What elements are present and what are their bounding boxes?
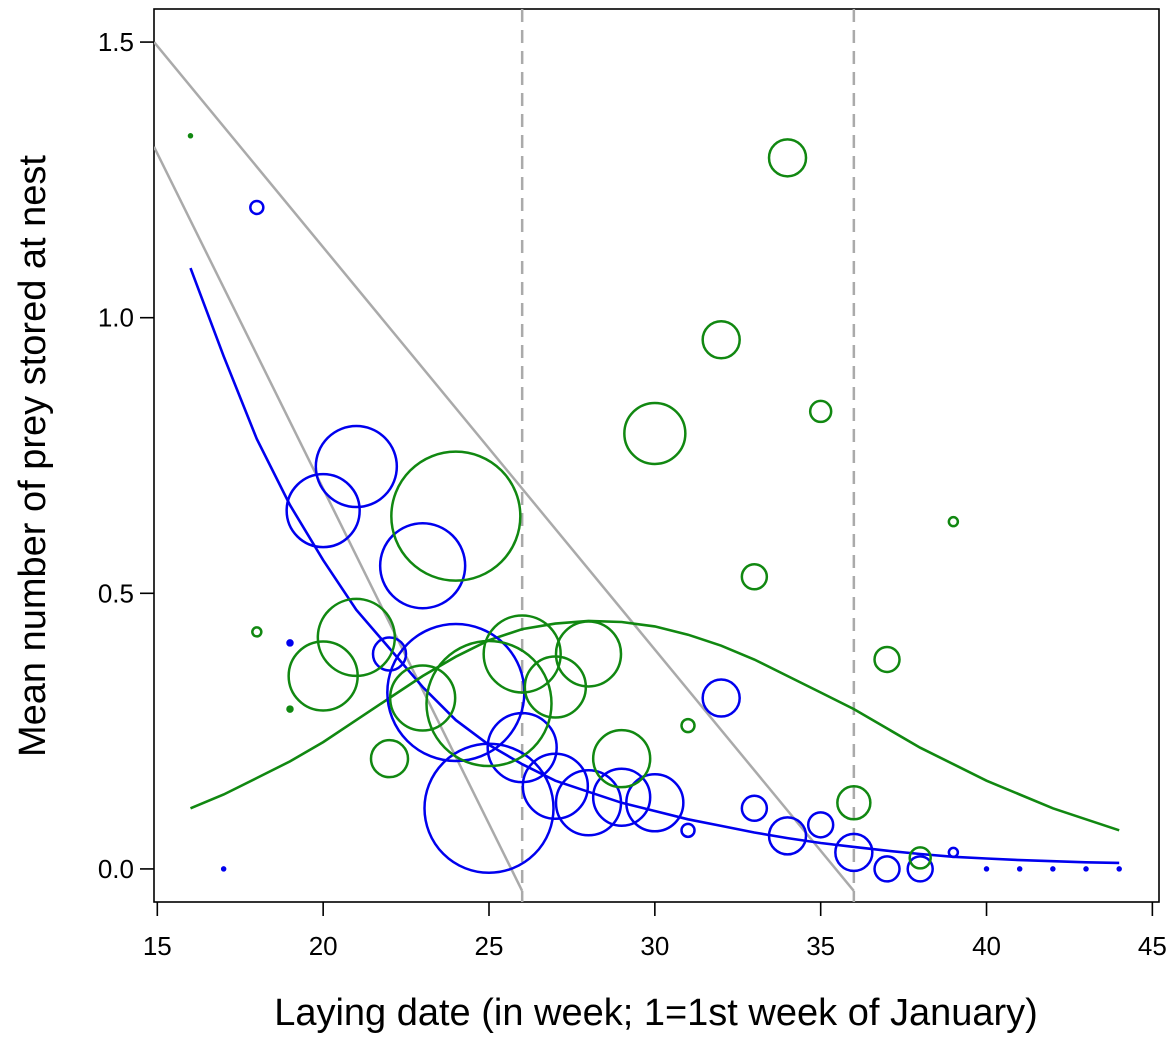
- blue-point: [591, 767, 652, 828]
- x-tick-label: 45: [1138, 931, 1167, 961]
- blue-point: [285, 472, 361, 549]
- y-tick-label: 0.5: [98, 578, 134, 608]
- y-axis: 0.0 0.5 1.0 1.5: [98, 27, 154, 884]
- y-tick-label: 1.5: [98, 27, 134, 57]
- y-tick-label: 1.0: [98, 303, 134, 333]
- green-point: [251, 626, 263, 638]
- green-point: [591, 728, 652, 789]
- plot-area: [154, 9, 1122, 902]
- green-point: [836, 785, 872, 821]
- x-axis: 15 20 25 30 35 40 45: [143, 902, 1167, 961]
- blue-point: [1016, 866, 1023, 872]
- green-fit-curve: [190, 619, 1120, 832]
- blue-point: [286, 639, 294, 647]
- blue-point: [1083, 866, 1089, 872]
- reference-line: [154, 41, 855, 892]
- green-point: [390, 450, 522, 582]
- blue-fit-curve: [189, 267, 1120, 865]
- blue-point: [767, 816, 808, 856]
- blue-point: [554, 769, 623, 837]
- green-point: [369, 738, 410, 779]
- x-tick-label: 15: [143, 931, 172, 961]
- green-point: [554, 620, 623, 688]
- blue-point: [680, 822, 696, 839]
- blue-point: [834, 832, 874, 873]
- blue-point: [983, 866, 990, 872]
- blue-point: [220, 866, 227, 872]
- blue-point: [806, 811, 835, 839]
- green-point: [740, 563, 769, 591]
- blue-point: [947, 846, 960, 859]
- y-axis-title: Mean number of prey stored at nest: [12, 155, 54, 757]
- reference-line: [154, 146, 524, 892]
- blue-point: [625, 773, 685, 833]
- y-tick-label: 0.0: [98, 854, 134, 884]
- blue-point: [906, 855, 934, 883]
- blue-point: [371, 636, 408, 672]
- blue-point: [378, 521, 467, 610]
- green-point: [947, 515, 960, 528]
- green-point: [767, 138, 808, 178]
- green-point: [680, 717, 696, 734]
- plot-frame: [153, 8, 1160, 903]
- blue-point: [521, 752, 590, 820]
- x-axis-title: Laying date (in week; 1=1st week of Janu…: [274, 992, 1038, 1034]
- blue-point: [701, 678, 741, 718]
- x-tick-label: 35: [806, 931, 835, 961]
- green-point: [623, 401, 687, 466]
- green-point: [701, 319, 741, 360]
- green-point: [187, 133, 194, 139]
- green-point: [388, 664, 457, 732]
- blue-point: [249, 199, 265, 216]
- green-point: [425, 639, 553, 768]
- green-point: [808, 399, 833, 424]
- x-tick-label: 25: [475, 931, 504, 961]
- blue-point: [740, 794, 769, 823]
- green-point: [482, 614, 562, 694]
- x-tick-label: 20: [309, 931, 338, 961]
- x-tick-label: 30: [640, 931, 669, 961]
- blue-point: [314, 424, 399, 509]
- blue-point: [1050, 866, 1056, 872]
- blue-point: [1116, 866, 1122, 872]
- x-tick-label: 40: [972, 931, 1001, 961]
- green-point: [873, 645, 901, 674]
- green-point: [523, 655, 588, 719]
- green-point: [286, 705, 294, 713]
- blue-point: [873, 855, 901, 883]
- green-point: [908, 846, 932, 870]
- green-point: [316, 597, 397, 678]
